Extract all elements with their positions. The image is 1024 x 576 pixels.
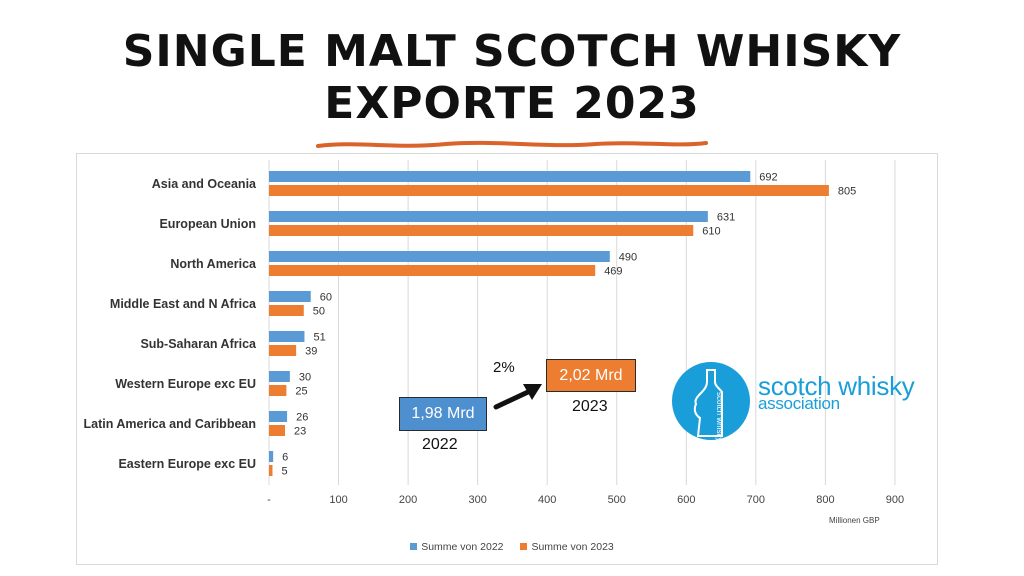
data-label-2022: 60 [320,292,332,304]
chart-legend: Summe von 2022 Summe von 2023 [0,541,1024,553]
total-2022-box: 1,98 Mrd [399,397,487,431]
category-label: Asia and Oceania [152,177,257,191]
category-label: European Union [159,217,256,231]
data-label-2023: 23 [294,426,306,438]
data-label-2023: 5 [281,466,287,478]
bar-2022 [269,451,274,462]
swa-logo-text: scotch whisky association [758,371,915,413]
bar-2023 [269,225,694,236]
legend-swatch-2022 [410,543,418,550]
total-2023-box: 2,02 Mrd [546,359,636,392]
x-tick-label: 100 [329,494,347,506]
data-label-2023: 25 [295,386,307,398]
x-tick-label: - [267,494,271,506]
bar-2022 [269,411,288,422]
logo-text-line-1: scotch whisky [758,371,915,401]
x-tick-label: 400 [538,494,556,506]
chart-title: SINGLE MALT SCOTCH WHISKY EXPORTE 2023 [0,26,1024,130]
legend-swatch-2023 [520,543,528,550]
bar-2022 [269,291,311,302]
legend-item-2023: Summe von 2023 [520,541,614,553]
x-tick-label: 600 [677,494,695,506]
x-tick-label: 300 [468,494,486,506]
data-label-2023: 805 [838,186,856,198]
category-label: Middle East and N Africa [110,297,257,311]
svg-text:scotch whisky: scotch whisky [715,392,724,440]
x-tick-label: 500 [608,494,626,506]
data-label-2022: 631 [717,212,735,224]
bottle-silhouette-icon: scotch whisky [693,369,724,440]
data-label-2022: 51 [313,332,325,344]
data-label-2023: 469 [604,266,622,278]
title-line-2: EXPORTE 2023 [324,78,700,129]
data-label-2022: 26 [296,412,308,424]
data-label-2023: 39 [305,346,317,358]
bar-2023 [269,185,829,196]
bar-2023 [269,425,285,436]
category-label: Western Europe exc EU [115,377,256,391]
bar-2023 [269,345,297,356]
bar-2022 [269,371,290,382]
data-label-2022: 6 [282,452,288,464]
bar-2023 [269,305,304,316]
data-label-2022: 692 [759,172,777,184]
bar-2023 [269,465,273,476]
total-2022-year: 2022 [422,436,458,453]
bar-2022 [269,211,708,222]
x-axis-unit-label: Millionen GBP [829,516,880,525]
data-label-2023: 610 [702,226,720,238]
category-label: Eastern Europe exc EU [118,457,256,471]
legend-item-2022: Summe von 2022 [410,541,504,553]
bar-2022 [269,171,751,182]
growth-percent: 2% [493,359,515,376]
legend-label-2022: Summe von 2022 [421,541,504,553]
x-tick-label: 900 [886,494,904,506]
bar-2022 [269,251,610,262]
data-label-2023: 50 [313,306,325,318]
bar-2023 [269,265,596,276]
x-tick-label: 700 [747,494,765,506]
chart-frame [76,153,938,565]
data-label-2022: 490 [619,252,637,264]
category-label: Latin America and Caribbean [84,417,257,431]
data-label-2022: 30 [299,372,311,384]
total-2023-year: 2023 [572,398,608,415]
swa-logo-mark: scotch whisky [672,362,750,440]
bar-2023 [269,385,287,396]
logo-text-line-2: association [758,394,840,413]
category-label: North America [170,257,257,271]
growth-arrow-icon [493,384,542,410]
title-underline [316,140,708,148]
bar-2022 [269,331,305,342]
category-label: Sub-Saharan Africa [140,337,257,351]
legend-label-2023: Summe von 2023 [531,541,614,553]
title-line-1: SINGLE MALT SCOTCH WHISKY [122,26,902,77]
x-tick-label: 800 [816,494,834,506]
x-tick-label: 200 [399,494,417,506]
